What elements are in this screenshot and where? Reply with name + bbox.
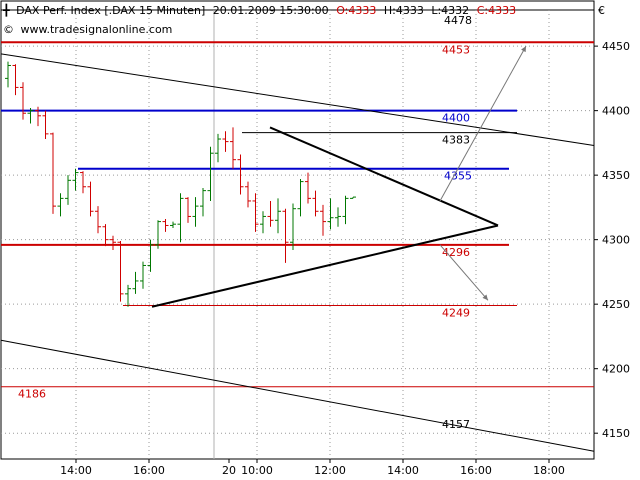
target-arrow-down (439, 244, 489, 301)
x-tick-label: 14:00 (60, 464, 92, 477)
low-value: L:4332 (431, 4, 469, 17)
ohlc-bar (267, 200, 274, 227)
x-tick-label: 12:00 (314, 464, 346, 477)
x-tick-label: 16:00 (133, 464, 165, 477)
ohlc-bar (215, 133, 221, 163)
ohlc-bar (237, 154, 244, 195)
ohlc-bar (87, 181, 94, 217)
level-label-4249: 4249 (442, 306, 470, 319)
ohlc-bar (252, 193, 259, 232)
crosshair-icon: ╋ (2, 3, 10, 17)
level-label-4453: 4453 (442, 43, 470, 56)
ohlc-bar (117, 240, 124, 302)
ohlc-bar (170, 221, 176, 229)
ohlc-bar (207, 146, 214, 201)
y-tick-label: 4450 (602, 40, 630, 53)
y-tick-label: 4250 (602, 298, 630, 311)
ohlc-bar (350, 196, 356, 199)
ohlc-bar (260, 211, 266, 234)
level-label-top: 4478 (444, 14, 472, 27)
header-line: ╋ DAX Perf. Index [.DAX 15 Minuten] 20.0… (2, 3, 516, 17)
ohlc-bar (327, 198, 334, 230)
ohlc-bar (125, 284, 131, 307)
currency-label: € (598, 4, 605, 17)
ohlc-bar (192, 197, 199, 227)
ohlc-bar (312, 190, 319, 217)
ohlc-bar (102, 224, 109, 247)
ohlc-bar (132, 271, 139, 294)
ohlc-bar (222, 131, 229, 152)
upper-channel-line (0, 53, 595, 146)
ohlc-bar (290, 203, 296, 250)
ohlc-bar (275, 198, 281, 234)
y-tick-label: 4200 (602, 363, 630, 376)
lower-channel-line (0, 339, 595, 452)
ohlc-bar (335, 207, 341, 227)
ohlc-bar (110, 235, 116, 250)
ohlc-bar (200, 188, 206, 217)
ohlc-bar (297, 179, 304, 217)
level-label-4383: 4383 (442, 134, 470, 147)
bar-datetime: 20.01.2009 15:30:00 (213, 4, 329, 17)
chart-title: DAX Perf. Index [.DAX 15 Minuten] (16, 4, 205, 17)
ohlc-bar (20, 82, 26, 120)
high-value: H:4333 (384, 4, 424, 17)
ohlc-bar (65, 175, 71, 205)
grid (1, 10, 594, 459)
ohlc-bar (245, 181, 251, 208)
target-arrow-down-head (482, 294, 488, 301)
ohlc-bar (57, 193, 64, 217)
x-tick-label: 20 (222, 464, 236, 477)
ohlc-bar (35, 106, 41, 127)
triangle-lower-edge (151, 224, 499, 308)
trend-lines: 4157 (0, 45, 595, 452)
ohlc-bar (147, 239, 154, 272)
ohlc-bar (72, 168, 79, 191)
x-tick-label: 18:00 (533, 464, 565, 477)
ohlc-bar (320, 204, 326, 236)
price-bars (5, 61, 356, 307)
y-tick-label: 4400 (602, 105, 630, 118)
ohlc-bar (12, 64, 19, 96)
y-tick-label: 4350 (602, 169, 630, 182)
plot-frame (0, 0, 595, 460)
x-tick-label: 10:00 (241, 464, 273, 477)
ohlc-bar (5, 61, 11, 88)
ohlc-bar (230, 127, 236, 169)
source-url: www.tradesignalonline.com (21, 23, 173, 36)
level-label-4355: 4355 (444, 170, 472, 183)
close-value: C:4333 (477, 4, 516, 17)
ohlc-bar (42, 110, 49, 140)
ohlc-bar (282, 208, 289, 263)
copyright-line: © www.tradesignalonline.com (3, 23, 172, 36)
target-arrow-up-head (521, 46, 526, 53)
ohlc-bar (80, 171, 86, 194)
axis-ticks: 4150 4200 4250 4300 4350 4400 4450 14:00 16:00 20… (60, 40, 630, 477)
triangle-upper-edge (269, 126, 499, 227)
level-label-4186: 4186 (18, 388, 46, 401)
x-tick-label: 14:00 (387, 464, 419, 477)
ohlc-bar (177, 193, 184, 243)
open-value: O:4333 (336, 4, 376, 17)
ohlc-bar (140, 261, 146, 289)
y-tick-label: 4300 (602, 234, 630, 247)
ohlc-bar (50, 132, 56, 214)
ohlc-bar (95, 206, 101, 234)
level-label-4400: 4400 (442, 112, 470, 125)
ohlc-bar (342, 195, 349, 225)
copyright-icon: © (3, 23, 14, 36)
ohlc-bar (27, 108, 34, 124)
ohlc-bar (155, 220, 161, 249)
target-arrow-up (439, 45, 527, 202)
ohlc-bar (162, 219, 169, 232)
ohlc-bar (305, 172, 311, 204)
x-tick-label: 16:00 (460, 464, 492, 477)
channel-label: 4157 (442, 418, 470, 431)
y-tick-label: 4150 (602, 427, 630, 440)
ohlc-bar (185, 197, 191, 223)
